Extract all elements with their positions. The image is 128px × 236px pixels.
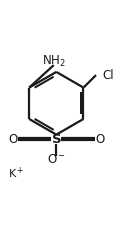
Text: O$^-$: O$^-$ bbox=[47, 153, 66, 166]
Text: S: S bbox=[51, 133, 61, 146]
Text: O: O bbox=[95, 133, 104, 146]
Text: Cl: Cl bbox=[102, 69, 114, 82]
Text: O: O bbox=[8, 133, 17, 146]
Text: NH$_2$: NH$_2$ bbox=[42, 54, 66, 69]
Text: K$^+$: K$^+$ bbox=[8, 166, 25, 181]
